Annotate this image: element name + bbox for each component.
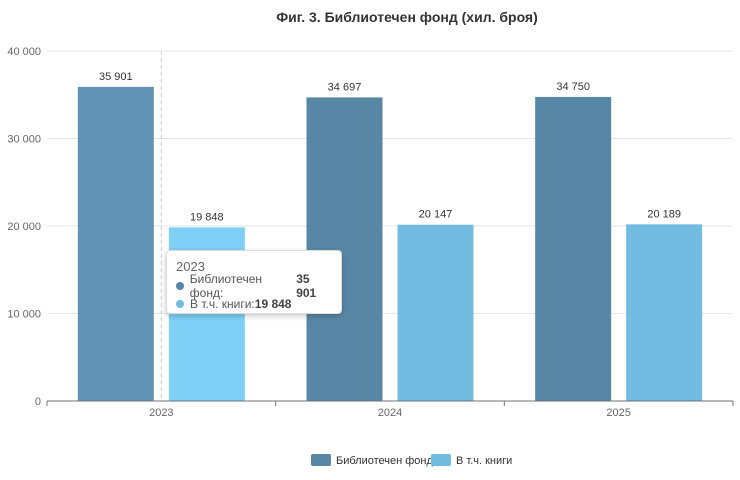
x-tick-label: 2025 [606, 407, 630, 419]
data-label: 34 750 [556, 81, 590, 93]
tooltip-row-books: В т.ч. книги: 19 848 [176, 295, 332, 313]
data-label: 19 848 [190, 211, 224, 223]
bar-books-2025 [626, 224, 703, 401]
tooltip-row-fund: Библиотечен фонд: 35 901 [176, 272, 332, 300]
bar-books-2024 [397, 224, 474, 401]
data-label: 35 901 [99, 71, 133, 83]
bar-fund-2025 [535, 96, 612, 401]
y-tick-label: 10 000 [7, 309, 41, 321]
x-tick-label: 2024 [378, 407, 402, 419]
data-label: 34 697 [328, 81, 362, 93]
bar-fund-2024 [306, 97, 383, 402]
legend-books-swatch [431, 454, 451, 466]
data-label: 20 189 [647, 208, 681, 220]
y-tick-label: 0 [35, 396, 41, 408]
y-tick-label: 40 000 [7, 46, 41, 58]
tooltip-title: 2023 [176, 259, 205, 274]
data-label: 20 147 [419, 209, 453, 221]
legend-fund-label: Библиотечен фонд [336, 455, 433, 467]
y-tick-label: 30 000 [7, 134, 41, 146]
tooltip-books-value: 19 848 [254, 297, 292, 311]
tooltip-fund-label: Библиотечен фонд: [189, 272, 263, 300]
x-tick-label: 2023 [149, 407, 173, 419]
tooltip-books-marker [176, 300, 184, 308]
legend-fund-swatch [311, 454, 331, 466]
tooltip: 2023 Библиотечен фонд: 35 901 В т.ч. кни… [166, 250, 342, 314]
tooltip-books-label: В т.ч. книги: [190, 297, 255, 311]
y-tick-label: 20 000 [7, 221, 41, 233]
tooltip-fund-value: 35 901 [296, 272, 317, 300]
bar-fund-2023 [77, 86, 154, 402]
legend-books-label: В т.ч. книги [456, 455, 512, 467]
tooltip-fund-marker [176, 282, 184, 290]
chart-title: Фиг. 3. Библиотечен фонд (хил. броя) [276, 9, 538, 25]
